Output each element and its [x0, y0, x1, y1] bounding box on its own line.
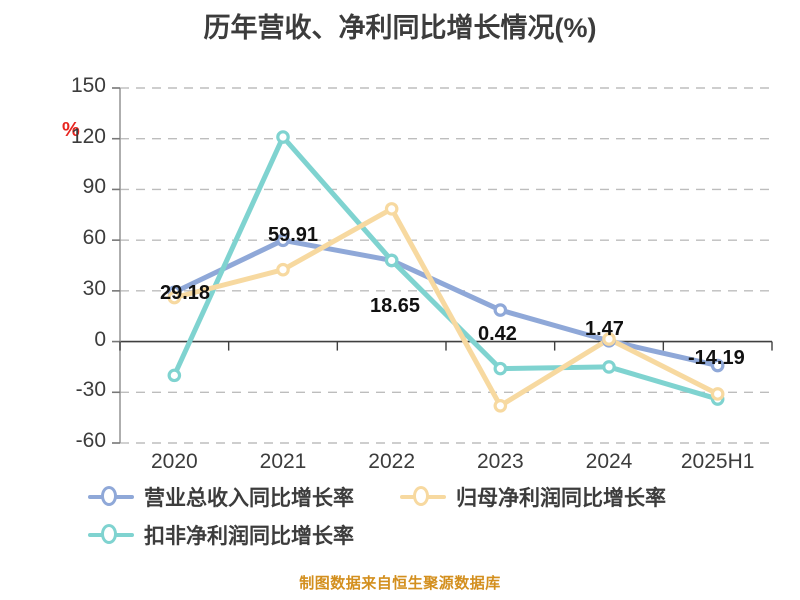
series-layer	[167, 130, 725, 413]
data-point-label: 59.91	[268, 224, 319, 246]
legend-marker-icon-net-profit	[400, 486, 446, 508]
series-point[interactable]	[710, 358, 725, 373]
series-line	[171, 134, 721, 402]
legend-row-2: 扣非净利润同比增长率	[88, 516, 788, 554]
data-point-label: 29.18	[160, 282, 211, 304]
series-point[interactable]	[384, 202, 399, 216]
data-point-label: 1.47	[585, 318, 624, 340]
legend-label-deducted-profit: 扣非净利润同比增长率	[144, 525, 354, 548]
series-point[interactable]	[493, 399, 508, 413]
y-axis-tick-label: -60	[75, 429, 106, 452]
chart-title: 历年营收、净利同比增长情况(%)	[203, 13, 597, 43]
axis-layer	[112, 87, 773, 444]
chart-legend: 营业总收入同比增长率 归母净利润同比增长率 扣非净利润同比增长率	[88, 478, 788, 554]
series-point[interactable]	[602, 360, 616, 374]
y-axis-tick-label: 30	[82, 276, 106, 300]
x-axis-tick-label: 2020	[150, 450, 198, 473]
series-point[interactable]	[276, 130, 290, 144]
x-axis-tick-label: 2024	[585, 450, 633, 473]
series-point[interactable]	[276, 262, 290, 277]
series-point[interactable]	[167, 368, 182, 383]
y-axis-tick-label: 120	[70, 124, 106, 148]
data-point-label: 0.42	[478, 323, 517, 345]
data-point-label: 18.65	[370, 295, 421, 317]
y-axis-tick-label: -30	[75, 378, 106, 402]
x-axis-tick-label: 2021	[259, 450, 307, 473]
x-axis-tick-label: 2025H1	[680, 450, 755, 473]
series-point[interactable]	[602, 332, 616, 346]
series-point[interactable]	[493, 361, 508, 376]
y-axis-tick-label: 150	[70, 74, 106, 97]
gridlines	[120, 87, 772, 444]
series-point[interactable]	[710, 387, 725, 401]
x-axis-tick-label: 2023	[476, 450, 524, 473]
legend-marker-icon-deducted-profit	[88, 524, 134, 546]
footer-source-note: 制图数据来自恒生聚源数据库	[299, 575, 501, 592]
percent-unit-marker: %	[62, 119, 80, 141]
series-point[interactable]	[384, 253, 399, 268]
data-point-label: -14.19	[688, 347, 745, 369]
legend-item-net-profit[interactable]: 归母净利润同比增长率	[400, 482, 666, 512]
y-axis-tick-label: 60	[82, 226, 106, 250]
series-point[interactable]	[493, 303, 508, 317]
series-point[interactable]	[276, 233, 290, 248]
legend-row-1: 营业总收入同比增长率 归母净利润同比增长率	[88, 478, 788, 516]
legend-label-revenue: 营业总收入同比增长率	[144, 487, 354, 510]
legend-item-revenue[interactable]: 营业总收入同比增长率	[88, 482, 354, 512]
x-axis-tick-label: 2022	[368, 450, 416, 473]
series-point[interactable]	[167, 290, 182, 305]
series-line	[171, 237, 721, 369]
legend-marker-icon-revenue	[88, 486, 134, 508]
legend-item-deducted-profit[interactable]: 扣非净利润同比增长率	[88, 520, 354, 550]
y-axis-tick-label: 90	[82, 175, 106, 199]
y-axis-tick-label: 0	[94, 327, 106, 351]
series-line	[171, 206, 721, 409]
legend-label-net-profit: 归母净利润同比增长率	[456, 487, 666, 510]
